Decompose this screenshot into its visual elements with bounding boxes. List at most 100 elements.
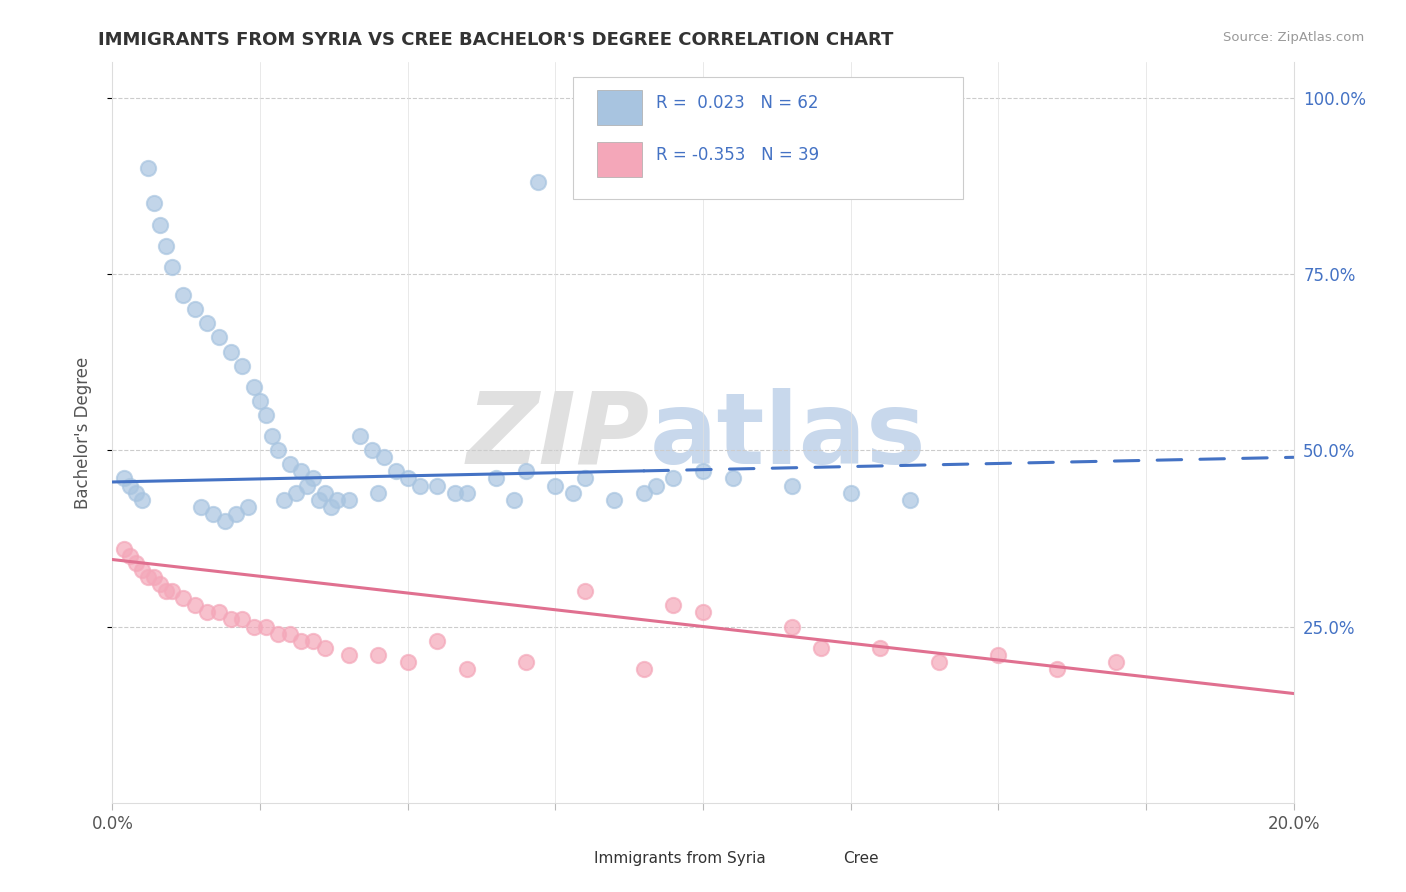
Text: R = -0.353   N = 39: R = -0.353 N = 39 — [655, 146, 818, 164]
Point — [503, 492, 526, 507]
Point — [172, 288, 194, 302]
Text: Immigrants from Syria: Immigrants from Syria — [595, 851, 766, 866]
Point — [208, 330, 231, 344]
Point — [273, 492, 295, 507]
Point — [260, 429, 283, 443]
Point — [349, 429, 371, 443]
Point — [267, 626, 290, 640]
Point — [644, 478, 666, 492]
Point — [112, 541, 135, 556]
Point — [214, 514, 236, 528]
Point — [149, 218, 172, 232]
Point — [396, 655, 419, 669]
Point — [314, 485, 336, 500]
Point — [1046, 662, 1069, 676]
FancyBboxPatch shape — [574, 78, 963, 200]
Point — [155, 584, 177, 599]
Point — [662, 471, 685, 485]
Y-axis label: Bachelor's Degree: Bachelor's Degree — [73, 357, 91, 508]
Point — [160, 260, 183, 274]
Point — [603, 492, 626, 507]
Point — [136, 161, 159, 176]
Point — [574, 584, 596, 599]
Point — [319, 500, 342, 514]
Text: ZIP: ZIP — [467, 388, 650, 485]
Point — [112, 471, 135, 485]
Text: IMMIGRANTS FROM SYRIA VS CREE BACHELOR'S DEGREE CORRELATION CHART: IMMIGRANTS FROM SYRIA VS CREE BACHELOR'S… — [98, 31, 894, 49]
Point — [290, 464, 312, 478]
Point — [219, 612, 242, 626]
Point — [219, 344, 242, 359]
Text: Source: ZipAtlas.com: Source: ZipAtlas.com — [1223, 31, 1364, 45]
Point — [120, 549, 142, 563]
Point — [208, 606, 231, 620]
Point — [297, 478, 319, 492]
Point — [385, 464, 408, 478]
Point — [337, 648, 360, 662]
Point — [810, 640, 832, 655]
Point — [284, 485, 307, 500]
Point — [231, 359, 253, 373]
Bar — [596, 90, 641, 126]
Point — [456, 662, 478, 676]
Point — [839, 485, 862, 500]
Point — [987, 648, 1010, 662]
Point — [249, 393, 271, 408]
Point — [195, 316, 218, 330]
Point — [367, 648, 389, 662]
Point — [562, 485, 585, 500]
Point — [302, 633, 325, 648]
Point — [898, 492, 921, 507]
Point — [201, 507, 224, 521]
Point — [485, 471, 508, 485]
Point — [526, 175, 548, 189]
Point — [1105, 655, 1128, 669]
Point — [692, 606, 714, 620]
Point — [142, 196, 165, 211]
Point — [662, 599, 685, 613]
Point — [515, 655, 537, 669]
Point — [396, 471, 419, 485]
Point — [290, 633, 312, 648]
Point — [780, 478, 803, 492]
Point — [308, 492, 330, 507]
Point — [160, 584, 183, 599]
Point — [780, 619, 803, 633]
Point — [337, 492, 360, 507]
Point — [515, 464, 537, 478]
Point — [184, 302, 207, 317]
Point — [120, 478, 142, 492]
Bar — [555, 844, 585, 879]
Point — [254, 408, 277, 422]
Point — [136, 570, 159, 584]
Point — [125, 485, 148, 500]
Bar — [596, 142, 641, 178]
Point — [238, 500, 260, 514]
Point — [408, 478, 430, 492]
Point — [195, 606, 218, 620]
Point — [155, 239, 177, 253]
Point — [278, 458, 301, 472]
Point — [125, 556, 148, 570]
Point — [692, 464, 714, 478]
Point — [444, 485, 467, 500]
Point — [302, 471, 325, 485]
Point — [190, 500, 212, 514]
Point — [243, 619, 266, 633]
Point — [361, 443, 384, 458]
Point — [131, 563, 153, 577]
Point — [267, 443, 290, 458]
Text: R =  0.023   N = 62: R = 0.023 N = 62 — [655, 95, 818, 112]
Point — [633, 485, 655, 500]
Point — [721, 471, 744, 485]
Point — [426, 478, 449, 492]
Point — [254, 619, 277, 633]
Point — [574, 471, 596, 485]
Point — [544, 478, 567, 492]
Point — [326, 492, 349, 507]
Text: Cree: Cree — [844, 851, 879, 866]
Point — [869, 640, 891, 655]
Point — [928, 655, 950, 669]
Point — [131, 492, 153, 507]
Point — [426, 633, 449, 648]
